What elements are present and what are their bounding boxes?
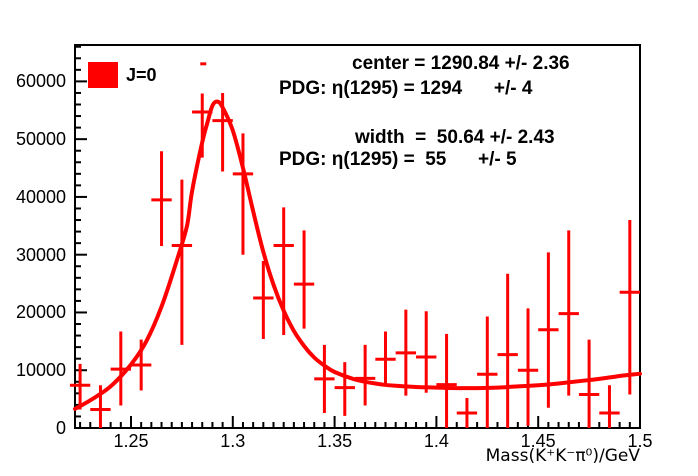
x-tick-label: 1.5 (627, 431, 653, 451)
annotation-pdg-width: PDG: η(1295) = 55 +/- 5 (279, 149, 517, 170)
x-tick-label: 1.4 (423, 431, 449, 451)
stray-mark (200, 62, 207, 66)
y-tick-label: 20000 (15, 302, 66, 323)
y-tick-label: 0 (55, 418, 66, 438)
x-tick-label: 1.25 (113, 431, 149, 451)
x-tick-label: 1.3 (220, 431, 246, 451)
legend: J=0 (88, 62, 157, 88)
fit-curve (73, 99, 642, 411)
annotation-fit-width: width = 50.64 +/- 2.43 (355, 127, 555, 148)
x-tick-label: 1.45 (520, 431, 556, 451)
x-axis-title: Mass(K⁺K⁻π⁰)/GeV (485, 446, 640, 466)
y-tick-label: 40000 (15, 186, 66, 207)
axis-ticks (75, 45, 641, 429)
annotation-pdg-center: PDG: η(1295) = 1294 +/- 4 (279, 78, 533, 99)
x-tick-label: 1.35 (317, 431, 353, 451)
y-tick-label: 50000 (15, 129, 66, 150)
legend-label: J=0 (126, 64, 157, 85)
plot-frame (74, 44, 641, 429)
y-tick-label: 30000 (15, 244, 66, 265)
annotation-fit-center: center = 1290.84 +/- 2.36 (352, 53, 570, 74)
y-tick-label: 10000 (15, 360, 66, 381)
data-error-bars (69, 92, 640, 428)
y-tick-label: 60000 (15, 71, 66, 92)
legend-swatch (88, 62, 118, 88)
